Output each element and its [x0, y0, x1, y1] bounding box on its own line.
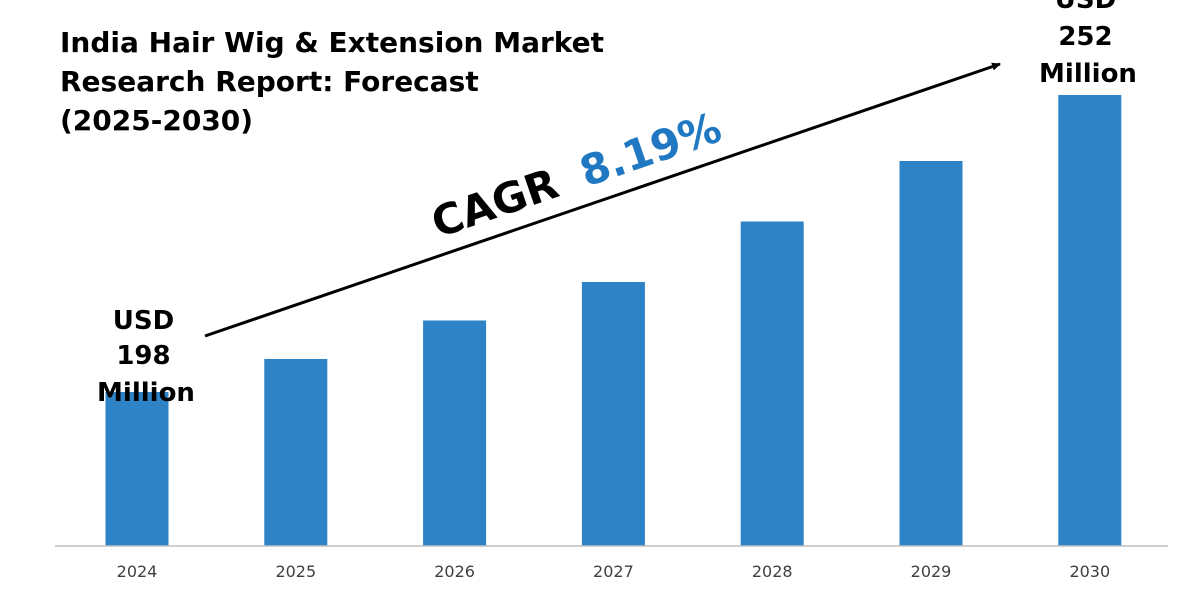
title-line-2: Research Report: Forecast: [60, 65, 479, 98]
title-line-3: (2025-2030): [60, 104, 253, 137]
bar-2028: [740, 221, 804, 546]
tick-label-2030: 2030: [1069, 562, 1110, 581]
tick-label-2027: 2027: [593, 562, 634, 581]
start-label-number: 198: [116, 341, 170, 371]
title-line-1: India Hair Wig & Extension Market: [60, 26, 604, 59]
bar-2024: [105, 392, 169, 546]
cagr-label: CAGR: [425, 159, 564, 248]
bar-2027: [581, 282, 645, 546]
bar-2025: [264, 359, 328, 546]
end-label-currency: USD: [1055, 0, 1116, 15]
start-value-label: USD 198 Million: [97, 306, 195, 408]
bars: [105, 95, 1122, 546]
start-label-unit: Million: [97, 378, 195, 408]
tick-label-2024: 2024: [117, 562, 158, 581]
end-value-label: USD 252 Million: [1039, 0, 1137, 89]
tick-label-2026: 2026: [434, 562, 475, 581]
start-label-currency: USD: [113, 306, 174, 336]
trend-arrow: [204, 62, 1001, 338]
chart-title: India Hair Wig & Extension Market Resear…: [60, 26, 609, 137]
tick-label-2028: 2028: [752, 562, 793, 581]
end-label-number: 252: [1058, 22, 1112, 52]
tick-label-2029: 2029: [911, 562, 952, 581]
cagr-annotation: CAGR 8.19%: [425, 103, 727, 248]
bar-2026: [423, 320, 487, 546]
bar-2030: [1058, 95, 1122, 546]
x-axis-ticks: 2024 2025 2026 2027 2028 2029 2030: [117, 562, 1111, 581]
bar-2029: [899, 161, 963, 546]
tick-label-2025: 2025: [275, 562, 316, 581]
end-label-unit: Million: [1039, 59, 1137, 89]
